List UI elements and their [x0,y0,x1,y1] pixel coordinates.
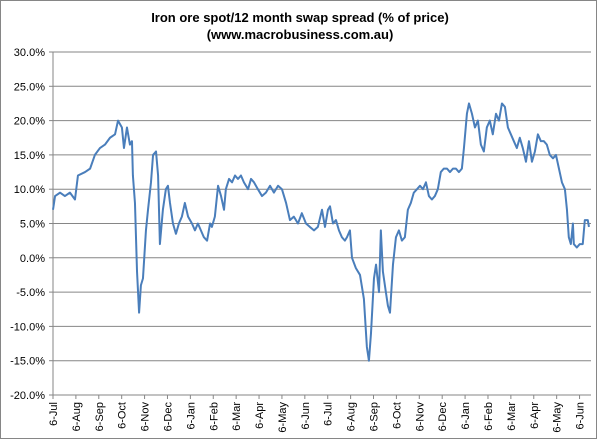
x-tick-label: 6-Jul [323,402,335,426]
x-tick-label: 6-Oct [391,402,403,429]
y-tick-label: 10.0% [14,184,45,196]
y-tick-label: 5.0% [20,219,45,231]
y-tick-label: -15.0% [10,356,45,368]
x-tick-label: 6-Aug [346,402,358,431]
series-line [52,102,590,362]
x-tick-label: 6-Oct [117,402,129,429]
x-tick-label: 6-May [552,402,564,433]
x-tick-label: 6-Sep [369,402,381,431]
x-tick-label: 6-Sep [94,402,106,431]
y-tick-label: 25.0% [14,81,45,93]
x-tick-label: 6-Jan [460,402,472,430]
x-tick-label: 6-Mar [506,402,518,431]
x-tick-label: 6-Aug [71,402,83,431]
x-tick-label: 6-Dec [437,402,449,432]
y-tick-label: -10.0% [10,321,45,333]
x-tick-label: 6-Apr [529,402,541,429]
chart-title: Iron ore spot/12 month swap spread (% of… [151,10,449,25]
y-tick-label: -20.0% [10,390,45,402]
x-tick-label: 6-Jan [185,402,197,430]
y-tick-label: 20.0% [14,116,45,128]
y-tick-label: 15.0% [14,150,45,162]
x-tick-label: 6-Feb [208,402,220,431]
chart-subtitle: (www.macrobusiness.com.au) [207,27,394,42]
x-tick-label: 6-Jun [575,402,587,430]
x-tick-label: 6-Jun [300,402,312,430]
x-tick-label: 6-Apr [254,402,266,429]
x-tick-label: 6-Jul [48,402,60,426]
x-tick-label: 6-Feb [483,402,495,431]
x-tick-label: 6-Nov [140,402,152,432]
y-tick-label: -5.0% [16,287,45,299]
x-tick-label: 6-Dec [162,402,174,432]
x-tick-label: 6-Nov [414,402,426,432]
x-tick-label: 6-May [277,402,289,433]
x-tick-label: 6-Mar [231,402,243,431]
y-tick-label: 0.0% [20,253,45,265]
y-tick-label: 30.0% [14,47,45,59]
